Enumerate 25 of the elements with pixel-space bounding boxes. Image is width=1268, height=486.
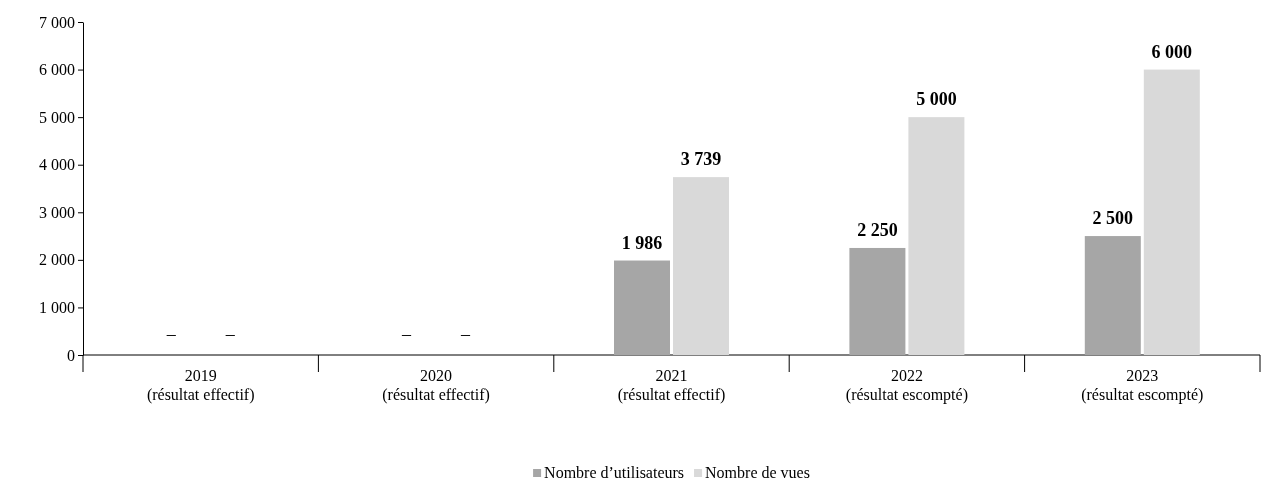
- text: –: [402, 324, 412, 344]
- text: –: [166, 324, 176, 344]
- data-label: 5 000: [916, 89, 957, 110]
- x-tick-label: 2021 (résultat effectif): [617, 367, 726, 404]
- y-tick-label: 4 000: [39, 156, 75, 174]
- x-tick-label: 2020 (résultat effectif): [382, 367, 490, 404]
- legend-label: Nombre d’utilisateurs: [544, 464, 685, 481]
- text: –: [461, 324, 471, 344]
- text: –: [225, 324, 235, 344]
- x-tick-label: 2019 (résultat effectif): [146, 367, 255, 404]
- y-tick-label: 6 000: [39, 61, 75, 79]
- y-tick-label: 1 000: [39, 299, 75, 317]
- y-tick-label: 5 000: [39, 108, 75, 126]
- x-tick-label: 2022 (résultat escompté): [845, 367, 968, 404]
- legend-label: Nombre de vues: [705, 464, 810, 481]
- y-tick-label: 2 000: [39, 251, 75, 269]
- data-label: 1 986: [621, 232, 663, 253]
- data-label: 6 000: [1151, 41, 1193, 62]
- y-tick-label: 7 000: [39, 13, 75, 31]
- y-tick-label: 3 000: [39, 203, 75, 221]
- y-tick-label: 0: [67, 346, 75, 364]
- data-label: 2 500: [1092, 208, 1134, 229]
- data-label: 2 250: [857, 219, 898, 240]
- x-tick-label: 2023 (résultat escompté): [1081, 367, 1204, 404]
- data-label: 3 739: [680, 149, 722, 170]
